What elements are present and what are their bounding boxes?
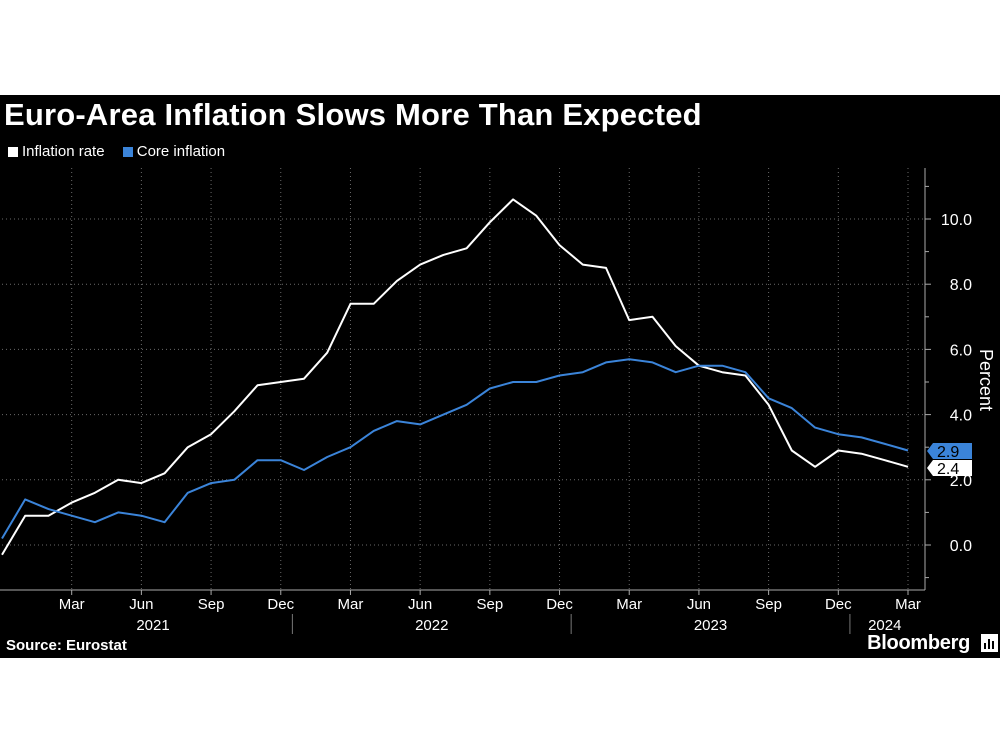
y-tick-label: 6.0 (950, 342, 972, 359)
y-tick-label: 10.0 (941, 212, 972, 229)
gridlines (2, 168, 925, 590)
axes: Mar Jun Sep Dec Mar Jun Sep Dec Mar Jun Sep Dec Mar 0… (0, 168, 996, 634)
core-inflation-end-label-box (927, 443, 972, 459)
core-inflation-end-label-group: 2.9 (927, 443, 972, 461)
inflation-rate-end-label: 2.4 (937, 461, 959, 478)
year-label: 2024 (868, 617, 901, 634)
bloomberg-chart-icon (981, 634, 998, 652)
chart-title: Euro-Area Inflation Slows More Than Expe… (4, 97, 702, 132)
x-tick-label: Sep (755, 596, 782, 613)
year-label: 2021 (136, 617, 169, 634)
inflation-rate-line (1, 198, 909, 556)
bloomberg-logo: Bloomberg (867, 632, 970, 654)
inflation-rate-end-label-group: 2.4 (927, 460, 972, 478)
x-tick-label: Jun (408, 596, 432, 613)
x-tick-label: Dec (546, 596, 573, 613)
x-tick-label: Jun (129, 596, 153, 613)
legend-label-inflation-rate: Inflation rate (22, 143, 105, 160)
inflation-rate-end-label-box (927, 460, 972, 476)
source-note: Source: Eurostat (6, 637, 127, 654)
legend-label-core-inflation: Core inflation (136, 143, 226, 160)
legend: Inflation rate Core inflation (8, 143, 239, 162)
x-tick-label: Sep (476, 596, 503, 613)
core-inflation-line (1, 358, 909, 540)
legend-item-inflation-rate: Inflation rate (8, 143, 105, 161)
year-label: 2023 (694, 617, 727, 634)
year-label: 2022 (415, 617, 448, 634)
y-tick-label: 2.0 (950, 473, 972, 490)
x-tick-label: Dec (267, 596, 294, 613)
x-tick-label: Mar (338, 596, 364, 613)
end-labels: 2.92.4 (927, 443, 972, 478)
x-tick-label: Mar (895, 596, 921, 613)
y-tick-label: 8.0 (950, 277, 972, 294)
y-tick-label: 0.0 (950, 538, 972, 555)
x-tick-label: Jun (687, 596, 711, 613)
x-tick-label: Dec (825, 596, 852, 613)
chart-panel (0, 95, 1000, 658)
legend-swatch-inflation-rate (8, 147, 18, 157)
y-axis-title: Percent (976, 349, 996, 411)
x-tick-label: Sep (198, 596, 225, 613)
core-inflation-end-label: 2.9 (937, 444, 959, 461)
x-tick-label: Mar (59, 596, 85, 613)
y-tick-label: 4.0 (950, 408, 972, 425)
legend-swatch-core-inflation (122, 147, 133, 157)
series-lines (1, 198, 909, 556)
legend-item-core-inflation: Core inflation (122, 143, 226, 161)
x-tick-label: Mar (616, 596, 642, 613)
